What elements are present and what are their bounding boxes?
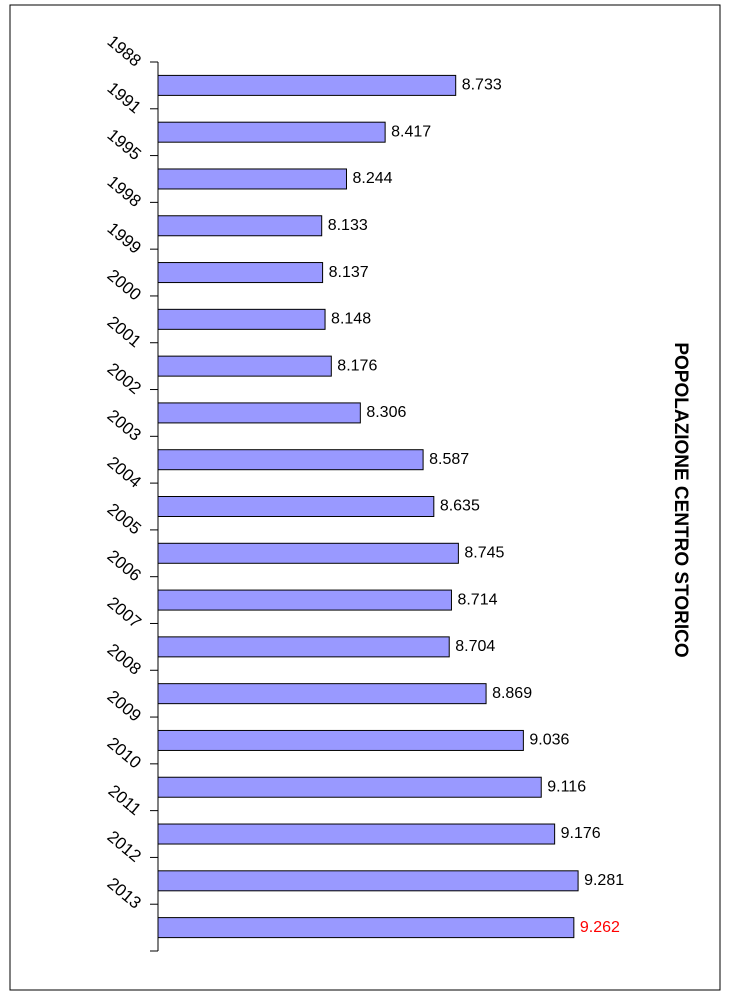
bar xyxy=(157,262,324,284)
value-label: 8.137 xyxy=(329,264,369,281)
bar xyxy=(157,823,556,845)
value-label: 8.176 xyxy=(337,357,377,374)
bar xyxy=(157,308,326,330)
value-label: 8.714 xyxy=(457,591,497,608)
bar xyxy=(157,74,457,96)
value-label: 8.244 xyxy=(352,170,392,187)
bar xyxy=(157,449,424,471)
value-label: 8.306 xyxy=(366,404,406,421)
bar xyxy=(157,215,323,237)
bar xyxy=(157,402,361,424)
value-label: 8.733 xyxy=(462,77,502,94)
bar xyxy=(157,496,435,517)
value-label: 8.704 xyxy=(455,638,495,655)
bar xyxy=(157,776,542,798)
bar xyxy=(157,542,459,564)
value-label: 9.116 xyxy=(547,778,586,795)
bar xyxy=(157,729,524,751)
bar xyxy=(157,121,386,143)
value-label: 9.262 xyxy=(580,919,620,936)
bar xyxy=(157,636,450,658)
value-label: 8.133 xyxy=(328,217,368,234)
bar xyxy=(157,683,487,705)
value-label: 8.745 xyxy=(464,545,504,562)
bar xyxy=(157,168,347,190)
value-label: 8.417 xyxy=(391,123,431,140)
bar xyxy=(157,355,332,377)
bar xyxy=(157,917,575,939)
value-label: 8.869 xyxy=(492,685,532,702)
value-label: 9.176 xyxy=(561,825,601,842)
chart-title: POPOLAZIONE CENTRO STORICO xyxy=(670,342,691,657)
value-label: 8.587 xyxy=(429,451,469,468)
value-label: 8.635 xyxy=(440,498,480,515)
bar xyxy=(157,870,579,892)
value-label: 9.281 xyxy=(584,872,624,889)
bar xyxy=(157,589,452,611)
value-label: 9.036 xyxy=(529,732,569,749)
value-label: 8.148 xyxy=(331,311,371,328)
